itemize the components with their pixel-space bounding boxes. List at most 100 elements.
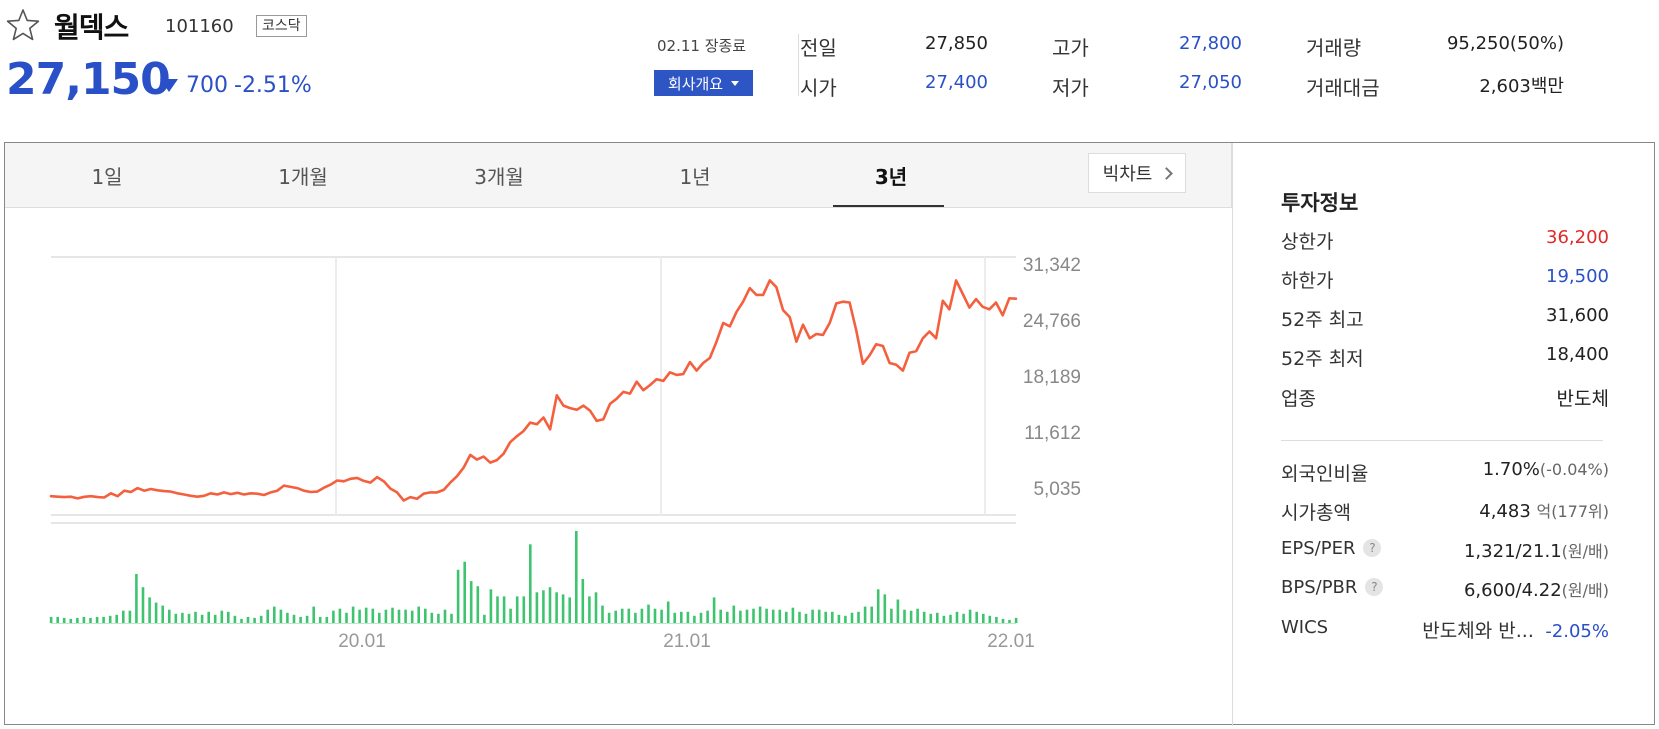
volume-bar xyxy=(588,596,591,623)
favorite-star-icon[interactable] xyxy=(6,8,40,42)
eps-per-unit: (원/배) xyxy=(1561,542,1609,561)
volume-bar xyxy=(883,594,887,623)
volume-bar xyxy=(909,610,913,623)
upper-limit-label: 상한가 xyxy=(1281,231,1334,253)
tab-1day[interactable]: 1일 xyxy=(91,165,123,189)
volume-bar xyxy=(128,610,132,623)
market-badge: 코스닥 xyxy=(256,15,307,37)
volume-bar xyxy=(49,616,53,623)
volume-bar xyxy=(824,611,827,623)
price-change-rate: -2.51% xyxy=(234,73,312,98)
low-52w-value: 18,400 xyxy=(1546,344,1609,365)
tab-3year[interactable]: 3년 xyxy=(874,165,908,189)
volume-bar xyxy=(726,611,729,623)
trade-amount-value: 2,603백만 xyxy=(1479,76,1564,97)
volume-bar xyxy=(896,599,900,623)
high-value: 27,800 xyxy=(1179,33,1242,54)
volume-bar xyxy=(279,609,283,623)
volume-bar xyxy=(483,614,486,623)
volume-bar xyxy=(555,592,558,623)
volume-bar xyxy=(299,616,302,623)
volume-bar xyxy=(509,608,512,623)
volume-bar xyxy=(76,617,79,623)
wics-sector[interactable]: 반도체와 반... xyxy=(1422,620,1534,642)
active-tab-underline xyxy=(833,205,944,207)
volume-value: 95,250(50%) xyxy=(1446,33,1564,54)
company-overview-button[interactable]: 회사개요 xyxy=(654,70,753,96)
stock-header: 월덱스 101160 코스닥 27,150 700 -2.51% 02.11 장… xyxy=(0,0,1659,120)
volume-bar xyxy=(220,610,224,623)
volume-bar xyxy=(529,544,532,623)
big-chart-button[interactable]: 빅차트 xyxy=(1088,153,1186,193)
price-chart[interactable]: 31,342 24,766 18,189 11,612 5,035 20.01 21.01 2… xyxy=(5,209,1231,725)
volume-bar xyxy=(378,612,381,623)
volume-bar xyxy=(607,612,611,623)
volume-bar xyxy=(863,606,867,623)
volume-bar xyxy=(975,611,978,623)
down-triangle-icon xyxy=(160,79,178,92)
volume-bar xyxy=(706,610,709,623)
volume-bar xyxy=(515,596,519,623)
volume-bar xyxy=(660,609,663,623)
volume-bar xyxy=(332,610,335,623)
sector-value[interactable]: 반도체 xyxy=(1556,388,1609,410)
volume-bar xyxy=(765,608,768,623)
sector-label: 업종 xyxy=(1281,388,1316,410)
price-change: 700 xyxy=(160,73,228,98)
volume-bar xyxy=(62,617,66,623)
price-line xyxy=(49,279,1018,502)
volume-bar xyxy=(476,586,480,623)
volume-bar xyxy=(666,601,670,623)
volume-bar xyxy=(942,615,946,623)
volume-bar xyxy=(384,609,388,623)
y-tick-label: 11,612 xyxy=(1024,423,1081,444)
volume-bar xyxy=(502,596,506,623)
volume-bar xyxy=(141,587,145,623)
high-label: 고가 xyxy=(1052,36,1089,60)
volume-bar xyxy=(489,589,493,623)
volume-bar xyxy=(627,608,631,623)
volume-bar xyxy=(450,613,453,623)
market-cap-unit: 억 xyxy=(1536,502,1552,521)
foreign-ratio-number: 1.70% xyxy=(1482,459,1540,480)
y-tick-label: 5,035 xyxy=(1033,479,1081,500)
volume-bar xyxy=(469,581,473,623)
foreign-ratio-label: 외국인비율 xyxy=(1281,463,1369,485)
volume-bar xyxy=(634,612,637,623)
trade-amount-label: 거래대금 xyxy=(1306,76,1380,100)
volume-bar xyxy=(161,605,164,623)
tab-1year[interactable]: 1년 xyxy=(679,165,711,189)
volume-bar xyxy=(194,611,197,623)
volume-bar xyxy=(712,597,716,623)
high-52w-value: 31,600 xyxy=(1546,305,1609,326)
volume-bar xyxy=(620,608,624,623)
big-chart-label: 빅차트 xyxy=(1102,164,1153,185)
chart-panel: 1일 1개월 3개월 1년 3년 빅차트 31,342 24,766 18,189 1… xyxy=(4,142,1655,726)
volume-bar xyxy=(1014,617,1018,623)
volume-bar xyxy=(1001,618,1005,623)
volume-bar xyxy=(561,594,565,623)
volume-bar xyxy=(988,615,992,623)
tab-1month[interactable]: 1개월 xyxy=(278,165,328,189)
current-price: 27,150 xyxy=(6,54,171,105)
volume-bar xyxy=(371,608,375,623)
tab-3month[interactable]: 3개월 xyxy=(474,165,524,189)
volume-bar xyxy=(148,597,151,623)
help-icon[interactable]: ? xyxy=(1363,539,1382,557)
volume-bar xyxy=(430,612,434,623)
help-icon[interactable]: ? xyxy=(1365,578,1384,596)
volume-bar xyxy=(771,609,775,623)
volume-bar xyxy=(949,614,952,623)
volume-bar xyxy=(719,609,722,623)
volume-bar xyxy=(253,617,256,623)
volume-bar xyxy=(857,611,860,623)
volume-bar xyxy=(581,579,585,623)
caret-down-icon xyxy=(731,80,740,86)
volume-bar xyxy=(732,605,736,623)
y-tick-label: 18,189 xyxy=(1023,367,1081,388)
volume-bar xyxy=(351,606,355,623)
prev-close-label: 전일 xyxy=(800,36,837,60)
volume-bar xyxy=(89,617,92,623)
eps-per-value: 1,321/21.1(원/배) xyxy=(1464,538,1609,562)
volume-bar xyxy=(56,616,59,623)
